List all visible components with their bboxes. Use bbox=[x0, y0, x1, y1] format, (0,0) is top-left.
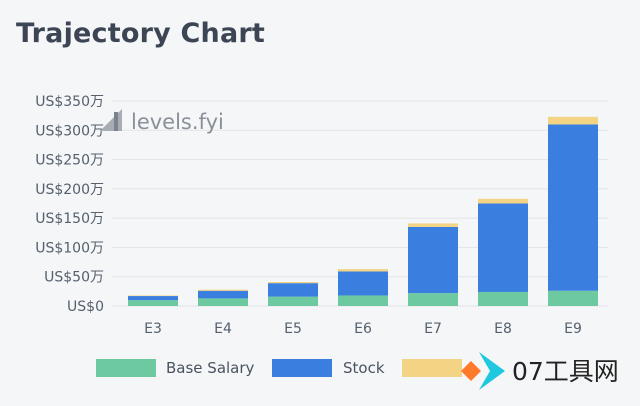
logo-orange-diamond bbox=[461, 361, 481, 381]
x-tick-label: E6 bbox=[354, 321, 372, 337]
bar-segment bbox=[478, 198, 528, 204]
bar-segment bbox=[198, 289, 248, 291]
bar-segment bbox=[548, 290, 598, 306]
bar-segment bbox=[338, 295, 388, 306]
x-tick-label: E4 bbox=[214, 321, 232, 337]
y-tick-label: US$200万 bbox=[35, 182, 104, 198]
bars bbox=[128, 116, 598, 306]
bar-segment bbox=[408, 223, 458, 227]
x-axis: E3 E4 E5 E6 E7 E8 E9 bbox=[144, 321, 582, 337]
logo-cyan-arrow bbox=[479, 352, 505, 390]
bar-segment bbox=[408, 226, 458, 294]
legend-label: Stock bbox=[343, 359, 385, 377]
legend: Base Salary Stock bbox=[96, 359, 462, 377]
diamond-arrow-icon bbox=[461, 352, 505, 390]
x-tick-label: E7 bbox=[424, 321, 442, 337]
levels-fyi-watermark: levels.fyi bbox=[100, 109, 224, 134]
bar-segment bbox=[408, 293, 458, 306]
y-axis: US$0 US$50万 US$100万 US$150万 US$200万 US$250万 US… bbox=[35, 94, 104, 315]
bar-segment bbox=[548, 116, 598, 125]
x-tick-label: E3 bbox=[144, 321, 162, 337]
logo-text: 07工具网 bbox=[512, 357, 619, 386]
y-tick-label: US$250万 bbox=[35, 153, 104, 169]
watermark-icon-bar bbox=[114, 112, 118, 131]
legend-swatch bbox=[272, 359, 332, 377]
bar-segment bbox=[128, 296, 178, 301]
y-tick-label: US$50万 bbox=[44, 270, 104, 286]
legend-swatch bbox=[96, 359, 156, 377]
bar-segment bbox=[478, 291, 528, 306]
x-tick-label: E9 bbox=[564, 321, 582, 337]
site-logo: 07工具网 bbox=[461, 352, 619, 390]
x-tick-label: E8 bbox=[494, 321, 512, 337]
bar-segment bbox=[198, 290, 248, 299]
bar-segment bbox=[478, 203, 528, 292]
bar-chart-icon bbox=[100, 109, 122, 131]
chart-title: Trajectory Chart bbox=[16, 18, 266, 49]
watermark-icon-shape bbox=[100, 109, 122, 131]
watermark-text: levels.fyi bbox=[131, 110, 224, 134]
legend-swatch bbox=[402, 359, 462, 377]
legend-label: Base Salary bbox=[166, 359, 255, 377]
y-tick-label: US$100万 bbox=[35, 240, 104, 256]
y-tick-label: US$350万 bbox=[35, 94, 104, 110]
y-tick-label: US$300万 bbox=[35, 123, 104, 139]
bar-segment bbox=[338, 271, 388, 296]
bar-segment bbox=[268, 296, 318, 306]
bar-segment bbox=[128, 300, 178, 306]
bar-segment bbox=[548, 124, 598, 291]
x-tick-label: E5 bbox=[284, 321, 302, 337]
bar-segment bbox=[128, 295, 178, 297]
bar-segment bbox=[338, 269, 388, 272]
bar-segment bbox=[198, 298, 248, 306]
y-tick-label: US$150万 bbox=[35, 211, 104, 227]
bar-segment bbox=[268, 283, 318, 297]
y-tick-label: US$0 bbox=[67, 299, 104, 315]
bar-segment bbox=[268, 281, 318, 284]
